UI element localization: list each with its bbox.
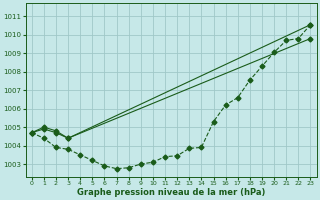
X-axis label: Graphe pression niveau de la mer (hPa): Graphe pression niveau de la mer (hPa)	[77, 188, 265, 197]
